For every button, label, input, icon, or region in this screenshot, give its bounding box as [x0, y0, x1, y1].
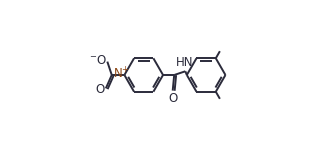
Text: O: O [96, 83, 105, 96]
Text: HN: HN [176, 56, 193, 69]
Text: $^{-}$O: $^{-}$O [88, 54, 107, 67]
Text: O: O [169, 92, 178, 105]
Text: N$^{+}$: N$^{+}$ [113, 66, 129, 81]
